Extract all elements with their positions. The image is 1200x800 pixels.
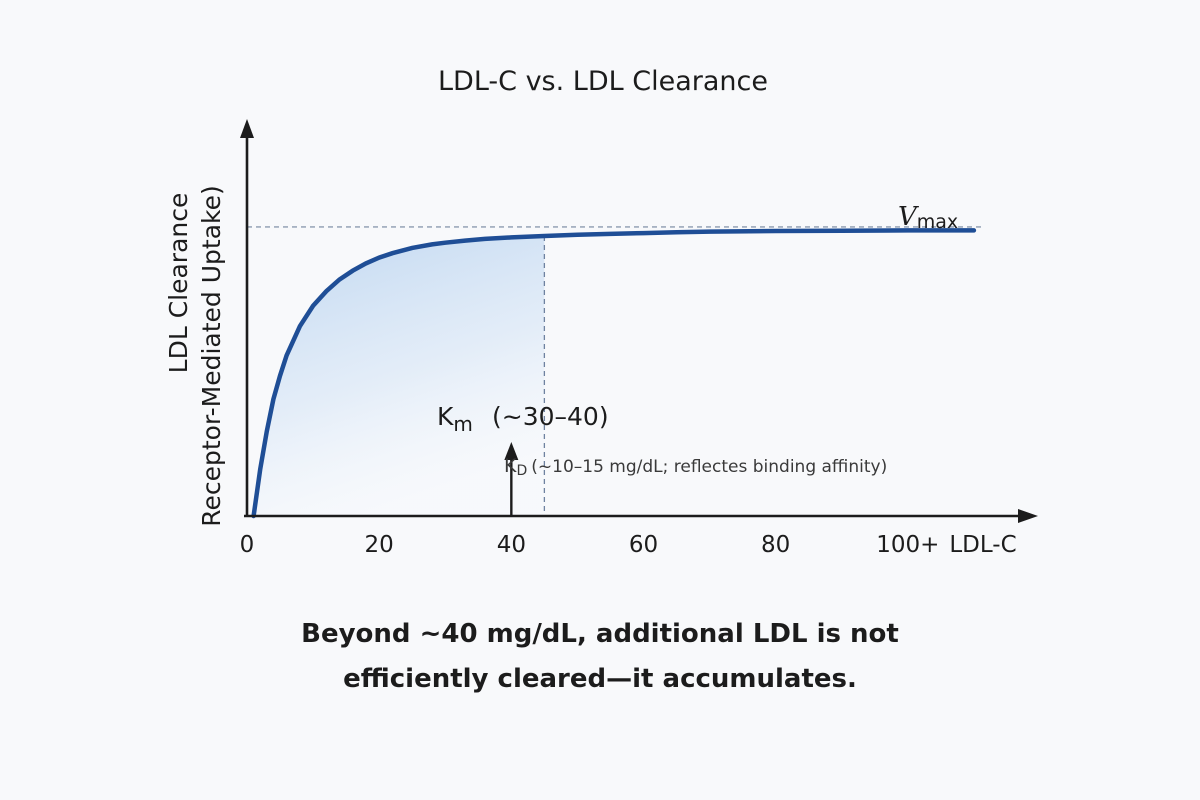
x-tick-label: 80 xyxy=(761,532,790,558)
x-axis-label: LDL-C xyxy=(949,532,1016,558)
kd-label: KD (~10–15 mg/dL; reflectes binding affin… xyxy=(504,455,887,479)
kd-label-text: (~10–15 mg/dL; reflectes binding affinit… xyxy=(531,457,887,477)
km-label-sub: m xyxy=(453,412,472,436)
y-axis-arrow-icon xyxy=(240,119,254,138)
x-tick-label: 60 xyxy=(629,532,658,558)
km-label: Km xyxy=(437,402,473,436)
caption-line-1: Beyond ~40 mg/dL, additional LDL is not xyxy=(301,619,899,649)
km-label-main: K xyxy=(437,402,454,431)
series-line xyxy=(251,228,977,519)
caption: Beyond ~40 mg/dL, additional LDL is not … xyxy=(0,612,1200,702)
vmax-label-sub: max xyxy=(917,211,958,233)
area-under-curve xyxy=(253,236,545,516)
y-axis-label-line1: LDL Clearance xyxy=(164,193,193,374)
y-axis-label-2: Receptor-Mediated Uptake) xyxy=(197,185,226,527)
x-tick-label: 40 xyxy=(497,532,526,558)
kd-label-sub: D xyxy=(516,463,527,479)
caption-line-2: efficiently cleared—it accumulates. xyxy=(0,657,1200,702)
caption-line-2-bold: it accumulates. xyxy=(632,664,857,694)
x-tick-label: 0 xyxy=(240,532,255,558)
y-axis-label-line2: Receptor-Mediated Uptake) xyxy=(197,185,226,527)
kd-label-main: K xyxy=(504,455,517,477)
km-arrow-up-icon xyxy=(504,442,519,460)
x-tick-labels: 0 20 40 60 80 100+ xyxy=(240,532,940,558)
x-tick-label: 100+ xyxy=(876,532,939,558)
vmax-label-main: V xyxy=(898,202,919,232)
vmax-label: Vmax xyxy=(898,202,958,233)
caption-line-2-prefix: efficiently cleared— xyxy=(343,664,633,694)
y-axis-label: LDL Clearance xyxy=(164,193,193,374)
chart-title: LDL-C vs. LDL Clearance xyxy=(438,66,768,97)
x-axis-arrow-icon xyxy=(1018,509,1038,523)
km-range-label: (~30–40) xyxy=(492,402,609,431)
x-tick-label: 20 xyxy=(365,532,394,558)
